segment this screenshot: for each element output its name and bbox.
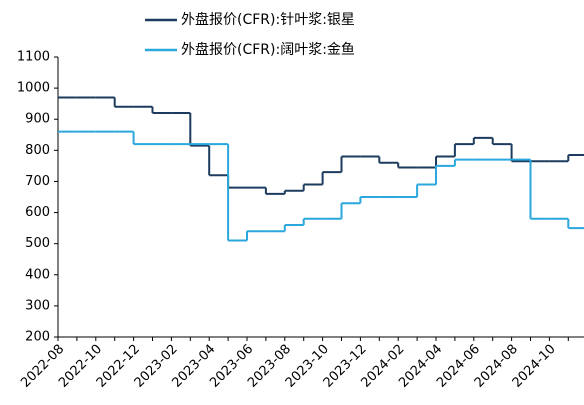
y-tick-label: 900: [25, 112, 50, 127]
y-tick-label: 300: [25, 298, 50, 313]
y-tick-label: 800: [25, 143, 50, 158]
y-tick-label: 1000: [17, 81, 50, 96]
y-tick-label: 500: [25, 236, 50, 251]
y-tick-label: 700: [25, 174, 50, 189]
legend-label: 外盘报价(CFR):针叶浆:银星: [181, 11, 355, 28]
legend-label: 外盘报价(CFR):阔叶浆:金鱼: [181, 41, 355, 58]
y-tick-label: 200: [25, 330, 50, 345]
y-tick-label: 600: [25, 205, 50, 220]
y-tick-label: 400: [25, 267, 50, 282]
y-tick-label: 1100: [17, 50, 50, 65]
